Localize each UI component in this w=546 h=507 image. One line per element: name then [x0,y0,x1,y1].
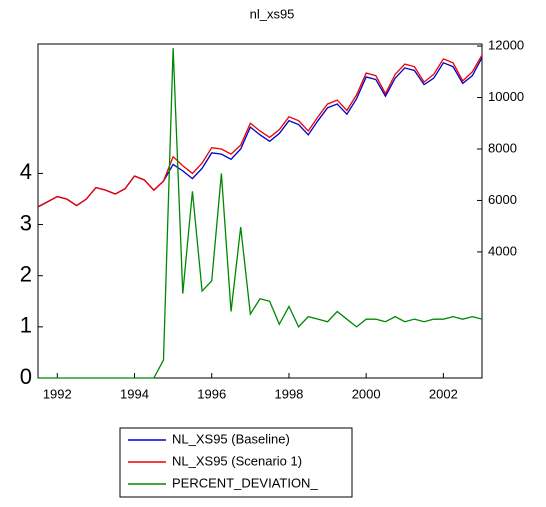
series-line [37,54,483,208]
legend-label: NL_XS95 (Scenario 1) [172,453,302,468]
y2-tick-label: 8000 [488,140,517,155]
x-tick-label: 2002 [429,386,458,401]
chart-title: nl_xs95 [250,6,295,21]
legend-label: PERCENT_DEVIATION_ [172,475,318,490]
x-tick-label: 1994 [120,386,149,401]
y-tick-label: 1 [20,313,32,338]
y-tick-label: 3 [20,210,32,235]
series-line [37,57,483,208]
series-line [38,48,483,379]
x-tick-label: 1998 [274,386,303,401]
x-tick-label: 2000 [352,386,381,401]
x-tick-label: 1992 [43,386,72,401]
x-tick-label: 1996 [197,386,226,401]
y2-tick-label: 12000 [488,37,524,52]
plot-frame [37,43,483,379]
y2-tick-label: 10000 [488,89,524,104]
legend-label: NL_XS95 (Baseline) [172,431,290,446]
y-tick-label: 0 [20,364,32,389]
y2-tick-label: 4000 [488,243,517,258]
y-tick-label: 4 [20,159,32,184]
y-tick-label: 2 [20,262,32,287]
y2-tick-label: 6000 [488,192,517,207]
